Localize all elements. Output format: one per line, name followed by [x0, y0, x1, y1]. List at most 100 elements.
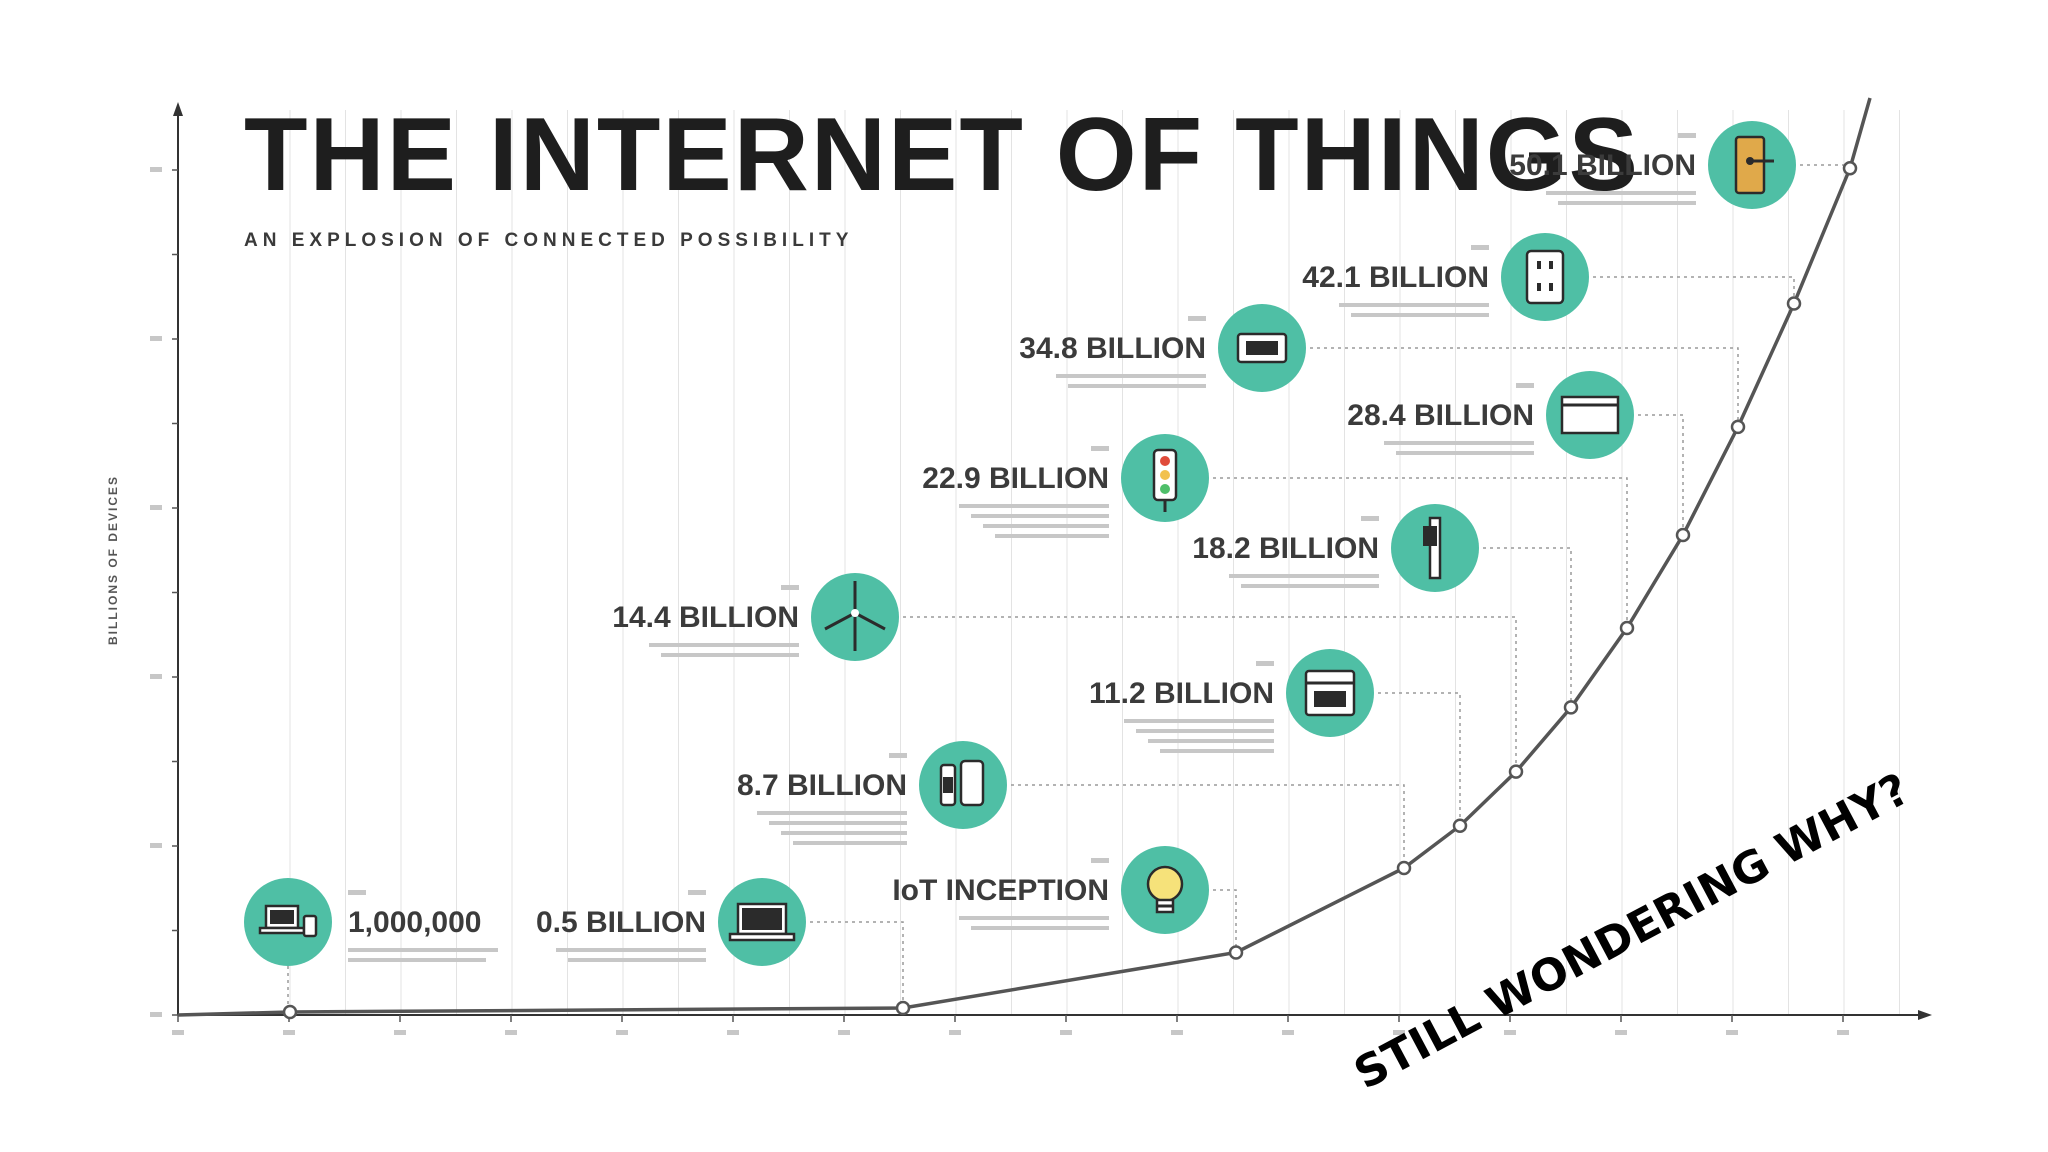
- callout: 28.4 BILLION: [1347, 371, 1634, 459]
- fine-print: [1068, 384, 1206, 388]
- data-point: [1675, 527, 1691, 543]
- laptop-phone-icon-part: [270, 910, 294, 924]
- leader-line: [1593, 276, 1795, 304]
- year-tag: [1471, 245, 1489, 250]
- value-label: 14.4 BILLION: [612, 601, 799, 634]
- y-tick-label: [150, 167, 162, 172]
- value-label: 18.2 BILLION: [1192, 532, 1379, 565]
- value-label: 42.1 BILLION: [1302, 261, 1489, 294]
- fine-print: [1546, 191, 1696, 195]
- x-tick-label: [616, 1030, 628, 1035]
- fine-print: [793, 841, 907, 845]
- value-label: 28.4 BILLION: [1347, 399, 1534, 432]
- wind-turbine-icon: [824, 581, 886, 651]
- callout: 0.5 BILLION: [536, 878, 806, 966]
- fine-print: [1351, 313, 1489, 317]
- fine-print: [1241, 584, 1379, 588]
- data-point: [1452, 818, 1468, 833]
- year-tag: [1188, 316, 1206, 321]
- fine-print: [959, 504, 1109, 508]
- y-ticks: [150, 167, 178, 1017]
- x-tick-label: [1393, 1030, 1405, 1035]
- fine-print: [661, 653, 799, 657]
- data-point: [895, 1000, 911, 1016]
- y-tick-label: [150, 336, 162, 341]
- faucet-icon: [1423, 516, 1442, 580]
- x-axis-arrow: [1918, 1010, 1932, 1020]
- fine-print: [649, 643, 799, 647]
- x-tick-label: [1504, 1030, 1516, 1035]
- value-label: 11.2 BILLION: [1089, 677, 1274, 710]
- year-tag: [889, 753, 907, 758]
- leader-line: [1213, 477, 1628, 628]
- fine-print: [556, 948, 706, 952]
- callout: 14.4 BILLION: [612, 573, 899, 661]
- leader-line: [1378, 692, 1461, 826]
- wind-turbine-icon-part: [854, 611, 886, 631]
- laptop-icon-part: [728, 932, 796, 942]
- year-tag: [1361, 516, 1379, 521]
- value-label: 1,000,000: [348, 906, 481, 939]
- x-tick-label: [1060, 1030, 1072, 1035]
- grid-layer: [289, 110, 1900, 1015]
- overlay-text: STILL WONDERING WHY?: [1346, 764, 1917, 1100]
- fine-print: [1396, 451, 1534, 455]
- leader-line: [1800, 164, 1851, 169]
- oven-icon-part: [1314, 691, 1346, 707]
- y-axis-label: BILLIONS OF DEVICES: [106, 475, 120, 645]
- data-point: [1396, 860, 1412, 876]
- fine-print: [959, 916, 1109, 920]
- x-tick-label: [1837, 1030, 1849, 1035]
- chart-subtitle: AN EXPLOSION OF CONNECTED POSSIBILITY: [244, 230, 853, 251]
- callouts: 1,000,000 0.5 BILLION IoT INCEPTION 8.7 BIL…: [244, 121, 1796, 966]
- x-tick-label: [1171, 1030, 1183, 1035]
- value-label: IoT INCEPTION: [892, 874, 1109, 907]
- x-tick-label: [394, 1030, 406, 1035]
- lightbulb-icon-part: [1146, 865, 1184, 903]
- traffic-light-icon-part: [1160, 484, 1170, 494]
- faucet-icon-part: [1428, 516, 1442, 580]
- year-tag: [1091, 858, 1109, 863]
- callout: 34.8 BILLION: [1019, 304, 1306, 392]
- leader-lines: [287, 164, 1851, 1012]
- year-tag: [688, 890, 706, 895]
- laptop-phone-icon: [258, 904, 318, 938]
- watch-phone-icon: [939, 759, 985, 807]
- leader-line: [1011, 784, 1405, 868]
- callout: 22.9 BILLION: [922, 434, 1209, 538]
- window-icon: [1560, 395, 1620, 435]
- fine-print: [1339, 303, 1489, 307]
- fine-print: [757, 811, 907, 815]
- wind-turbine-icon-part: [824, 611, 856, 631]
- data-point: [1730, 419, 1746, 435]
- data-point: [1786, 296, 1802, 311]
- laptop-phone-icon-part: [258, 926, 306, 935]
- oven-icon: [1304, 669, 1356, 717]
- fine-print: [769, 821, 907, 825]
- data-points: [282, 161, 1858, 1020]
- year-tag: [781, 585, 799, 590]
- fine-print: [1558, 201, 1696, 205]
- value-label: 34.8 BILLION: [1019, 332, 1206, 365]
- x-tick-label: [838, 1030, 850, 1035]
- year-tag: [1091, 446, 1109, 451]
- leader-line: [810, 921, 904, 1008]
- fine-print: [1056, 374, 1206, 378]
- display-icon-part: [1246, 341, 1278, 355]
- year-tag: [1516, 383, 1534, 388]
- growth-curve: [177, 97, 1872, 1017]
- fine-print: [1124, 719, 1274, 723]
- fine-print: [1384, 441, 1534, 445]
- x-tick-label: [283, 1030, 295, 1035]
- faucet-icon-part: [1423, 526, 1437, 546]
- wind-turbine-icon-part: [851, 609, 859, 617]
- x-ticks: [172, 1015, 1849, 1035]
- lightbulb-icon: [1146, 865, 1184, 914]
- watch-phone-icon-part: [959, 759, 985, 807]
- y-axis-arrow: [173, 102, 183, 116]
- watch-phone-icon-part: [943, 777, 953, 793]
- fine-print: [1148, 739, 1274, 743]
- door-handle-icon: [1734, 135, 1774, 195]
- y-tick-label: [150, 843, 162, 848]
